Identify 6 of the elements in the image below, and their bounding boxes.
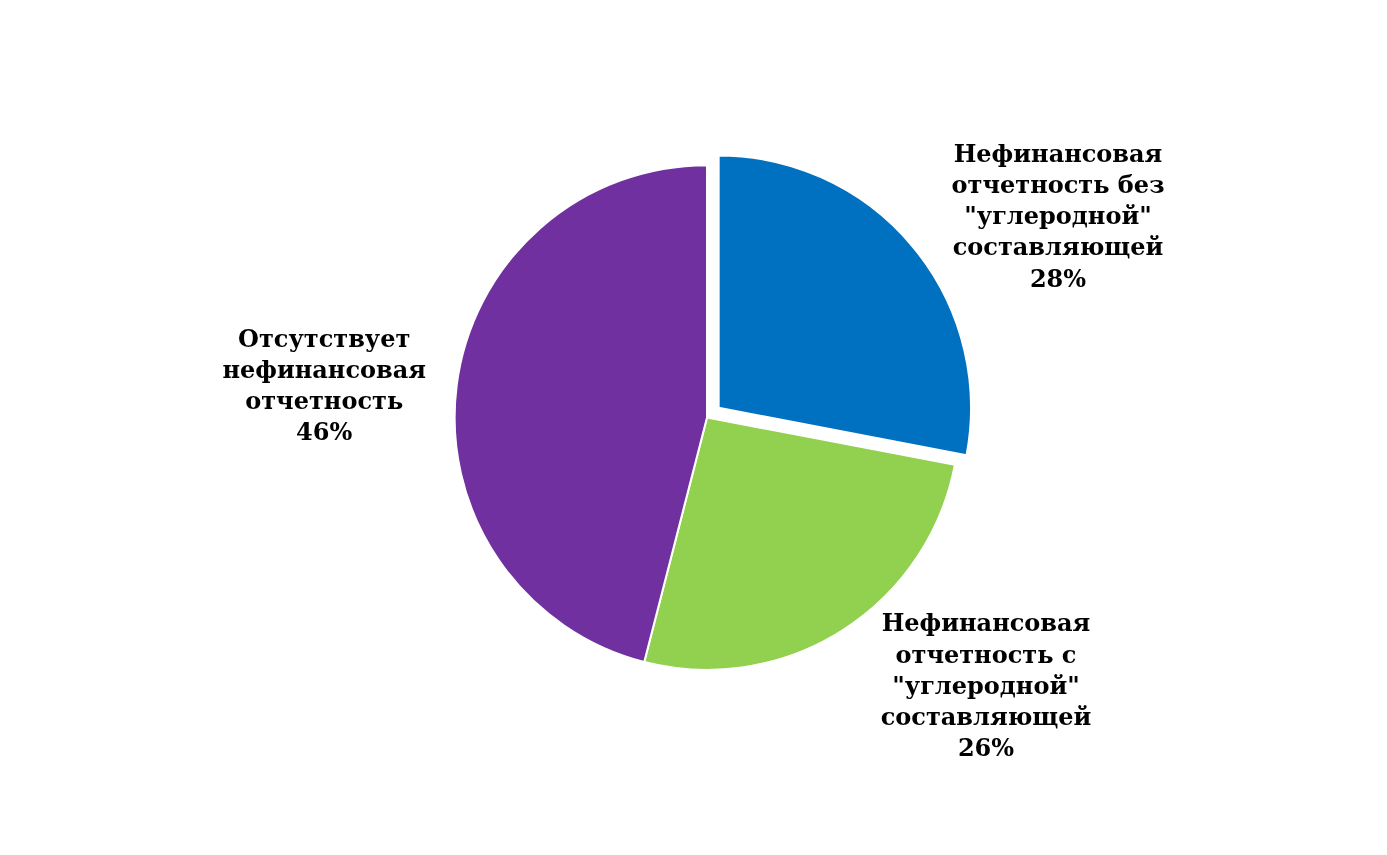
data-label: 46% [296,417,353,447]
data-label: 26% [957,733,1015,763]
data-label: 28% [1029,263,1087,293]
slice-label: Нефинансовая отчетность с "углеродной" составляющей [880,608,1092,732]
slice-label: Отсутствует нефинансовая отчетность [222,323,426,416]
slice-label: Нефинансовая отчетность без "углеродной" составляющей [951,138,1165,262]
